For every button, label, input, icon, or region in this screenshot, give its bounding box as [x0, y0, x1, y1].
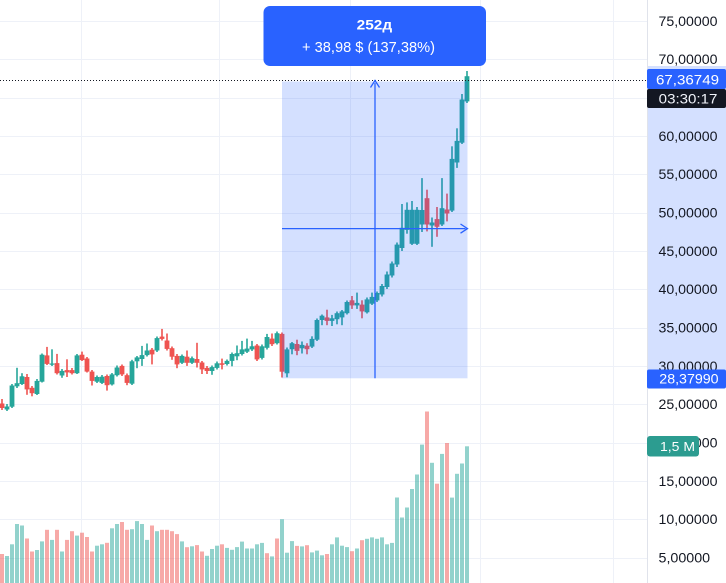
svg-text:35,00000: 35,00000 — [659, 320, 718, 335]
svg-text:60,00000: 60,00000 — [659, 129, 718, 144]
svg-text:5,00000: 5,00000 — [659, 550, 711, 565]
svg-text:70,00000: 70,00000 — [659, 52, 718, 67]
svg-text:55,00000: 55,00000 — [659, 167, 718, 182]
svg-text:1,5 M: 1,5 M — [660, 439, 695, 454]
svg-text:28,37990: 28,37990 — [659, 371, 718, 386]
svg-text:25,00000: 25,00000 — [659, 397, 718, 412]
svg-text:50,00000: 50,00000 — [659, 205, 718, 220]
svg-text:252д: 252д — [357, 17, 393, 33]
svg-text:75,00000: 75,00000 — [659, 14, 718, 29]
svg-text:10,00000: 10,00000 — [659, 512, 718, 527]
svg-text:67,36749: 67,36749 — [656, 72, 719, 87]
svg-text:03:30:17: 03:30:17 — [659, 91, 718, 106]
svg-text:40,00000: 40,00000 — [659, 282, 718, 297]
svg-text:45,00000: 45,00000 — [659, 244, 718, 259]
svg-text:15,00000: 15,00000 — [659, 474, 718, 489]
svg-text:+ 38,98 $ (137,38%): + 38,98 $ (137,38%) — [302, 40, 435, 56]
